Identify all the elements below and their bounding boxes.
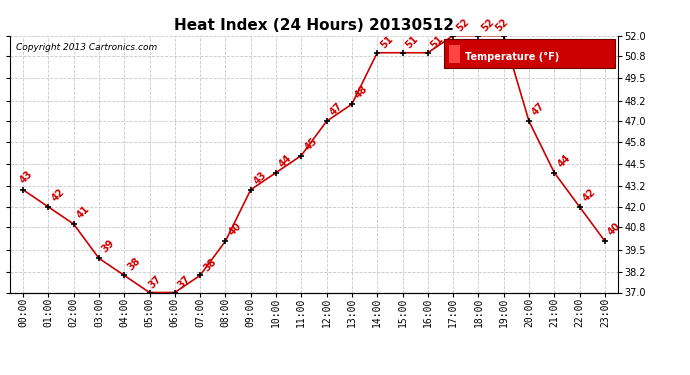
Text: 52: 52 [480,16,496,33]
Text: 39: 39 [100,238,117,255]
Text: 38: 38 [126,255,142,272]
Text: 37: 37 [147,274,164,291]
Text: 41: 41 [75,204,92,220]
Text: 38: 38 [201,256,218,273]
Text: Temperature (°F): Temperature (°F) [464,53,559,62]
Text: 51: 51 [429,34,446,50]
Text: 43: 43 [252,170,268,186]
Text: Copyright 2013 Cartronics.com: Copyright 2013 Cartronics.com [17,44,158,52]
Text: 40: 40 [226,221,244,238]
Text: 51: 51 [379,34,395,50]
Text: 52: 52 [454,16,471,33]
Text: 48: 48 [353,84,370,101]
Text: 42: 42 [50,187,66,204]
FancyBboxPatch shape [444,39,615,68]
Text: 37: 37 [176,274,193,291]
Text: 42: 42 [581,187,598,204]
Text: 44: 44 [277,153,294,169]
Text: 40: 40 [607,221,623,238]
Text: 51: 51 [404,34,420,50]
Text: 47: 47 [328,101,344,118]
Text: 47: 47 [531,101,547,118]
Text: 52: 52 [493,17,510,34]
Bar [449,45,460,63]
Text: 43: 43 [18,169,34,186]
Title: Heat Index (24 Hours) 20130512: Heat Index (24 Hours) 20130512 [174,18,454,33]
Text: 45: 45 [302,135,319,152]
Text: 44: 44 [555,153,572,169]
